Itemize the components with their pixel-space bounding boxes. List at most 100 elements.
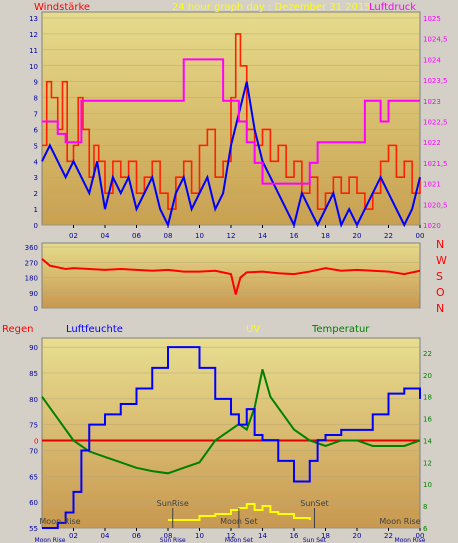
event-bottom-label: Moon Set	[225, 537, 254, 543]
compass-label: W	[436, 254, 447, 267]
compass-label: O	[436, 286, 445, 299]
humidity-axis-tick-label: 90	[29, 344, 38, 352]
climate-time-tick-label: 10	[195, 532, 204, 540]
humidity-axis-tick-label: 65	[29, 473, 38, 481]
wind-axis-tick-label: 2	[34, 190, 38, 198]
pressure-axis-tick-label: 1020	[423, 222, 441, 230]
wind-axis-tick-label: 1	[34, 206, 38, 214]
wind-axis-tick-label: 10	[29, 63, 38, 71]
rain-label: Regen	[2, 324, 34, 335]
climate-time-tick-label: 22	[384, 532, 393, 540]
event-annotation: Moon Rise	[379, 517, 420, 526]
compass-label: N	[436, 302, 444, 315]
pressure-title: Luftdruck	[369, 2, 416, 13]
direction-axis-tick-label: 0	[34, 305, 38, 313]
temperature-label: Temperatur	[311, 324, 370, 335]
wind-axis-tick-label: 13	[29, 15, 38, 23]
wind-axis-tick-label: 12	[29, 31, 38, 39]
event-bottom-label: Moon Rise	[395, 537, 426, 543]
wind-time-tick-label: 16	[290, 232, 299, 240]
event-annotation: SunSet	[300, 499, 328, 508]
wind-time-tick-label: 06	[132, 232, 141, 240]
climate-time-tick-label: 18	[321, 532, 330, 540]
temperature-axis-tick-label: 8	[423, 503, 427, 511]
rain-zero-label: 0	[34, 437, 38, 445]
temperature-axis-tick-label: 20	[423, 372, 432, 380]
wind-time-tick-label: 18	[321, 232, 330, 240]
wind-axis-tick-label: 11	[29, 47, 38, 55]
wind-axis-tick-label: 8	[34, 95, 38, 103]
event-bottom-label: Moon Rise	[35, 537, 66, 543]
climate-time-tick-label: 20	[353, 532, 362, 540]
climate-time-tick-label: 08	[164, 532, 173, 540]
direction-axis-tick-label: 270	[25, 259, 38, 267]
graph-title: 24 hour graph day : Dezember 31 2015	[172, 2, 371, 13]
event-annotation: Moon Set	[220, 517, 257, 526]
pressure-axis-tick-label: 1023	[423, 98, 441, 106]
climate-time-tick-label: 12	[227, 532, 236, 540]
gust-series-line	[41, 81, 421, 228]
event-annotation: Moon Rise	[39, 517, 80, 526]
wind-axis-tick-label: 0	[34, 222, 38, 230]
compass-label: S	[436, 270, 443, 283]
event-bottom-label: Sun Rise	[160, 537, 186, 543]
pressure-axis-tick-label: 1020,5	[423, 201, 448, 209]
wind-time-tick-label: 20	[353, 232, 362, 240]
wind-time-tick-label: 02	[69, 232, 78, 240]
pressure-axis-tick-label: 1025	[423, 15, 441, 23]
wind-time-tick-label: 04	[101, 232, 110, 240]
wind-time-tick-label: 08	[164, 232, 173, 240]
pressure-axis-tick-label: 1022	[423, 139, 441, 147]
uv-label: UV	[246, 324, 260, 335]
direction-axis-tick-label: 90	[29, 290, 38, 298]
direction-axis-tick-label: 360	[25, 244, 38, 252]
wind-time-tick-label: 00	[416, 232, 425, 240]
wind-axis-tick-label: 4	[34, 158, 39, 166]
event-bottom-label: Sun Set	[303, 537, 327, 543]
climate-time-tick-label: 04	[101, 532, 110, 540]
pressure-axis-tick-label: 1024,5	[423, 36, 448, 44]
pressure-axis-tick-label: 1021	[423, 181, 441, 189]
climate-time-tick-label: 16	[290, 532, 299, 540]
wind-time-tick-label: 10	[195, 232, 204, 240]
pressure-axis-tick-label: 1022,5	[423, 119, 448, 127]
wind-time-tick-label: 14	[258, 232, 267, 240]
pressure-series-line	[42, 58, 420, 185]
humidity-axis-tick-label: 55	[29, 525, 38, 533]
climate-time-tick-label: 02	[69, 532, 78, 540]
humidity-axis-tick-label: 60	[29, 499, 38, 507]
humidity-series-line	[42, 346, 421, 529]
pressure-axis-tick-label: 1021,5	[423, 160, 448, 168]
wind-title: Windstärke	[34, 2, 90, 13]
climate-chart-plot-area	[41, 337, 421, 529]
temperature-axis-tick-label: 18	[423, 394, 432, 402]
temperature-axis-tick-label: 22	[423, 350, 432, 358]
pressure-axis-tick-label: 1024	[423, 56, 441, 64]
humidity-axis-tick-label: 85	[29, 370, 38, 378]
temperature-axis-tick-label: 12	[423, 459, 432, 467]
pressure-axis-tick-label: 1023,5	[423, 77, 448, 85]
chart-marks: 01234567891011121310201020,510211021,510…	[25, 15, 448, 543]
humidity-label: Luftfeuchte	[66, 324, 123, 335]
humidity-axis-tick-label: 70	[29, 448, 38, 456]
temperature-axis-tick-label: 10	[423, 481, 432, 489]
wind-axis-tick-label: 3	[34, 174, 38, 182]
temperature-axis-tick-label: 6	[423, 525, 428, 533]
climate-time-tick-label: 00	[416, 532, 425, 540]
humidity-axis-tick-label: 75	[29, 422, 38, 430]
wind-time-tick-label: 22	[384, 232, 393, 240]
wind-time-tick-label: 12	[227, 232, 236, 240]
humidity-axis-tick-label: 80	[29, 396, 38, 404]
temperature-series-line	[41, 369, 421, 475]
direction-series-line	[41, 258, 421, 295]
compass-label: N	[436, 238, 444, 251]
climate-time-tick-label: 14	[258, 532, 267, 540]
wind-axis-tick-label: 6	[34, 126, 39, 134]
uv-series-line	[168, 503, 311, 521]
temperature-axis-tick-label: 14	[423, 437, 432, 445]
event-annotation: SunRise	[157, 499, 189, 508]
wind-axis-tick-label: 7	[34, 111, 38, 119]
climate-time-tick-label: 06	[132, 532, 141, 540]
